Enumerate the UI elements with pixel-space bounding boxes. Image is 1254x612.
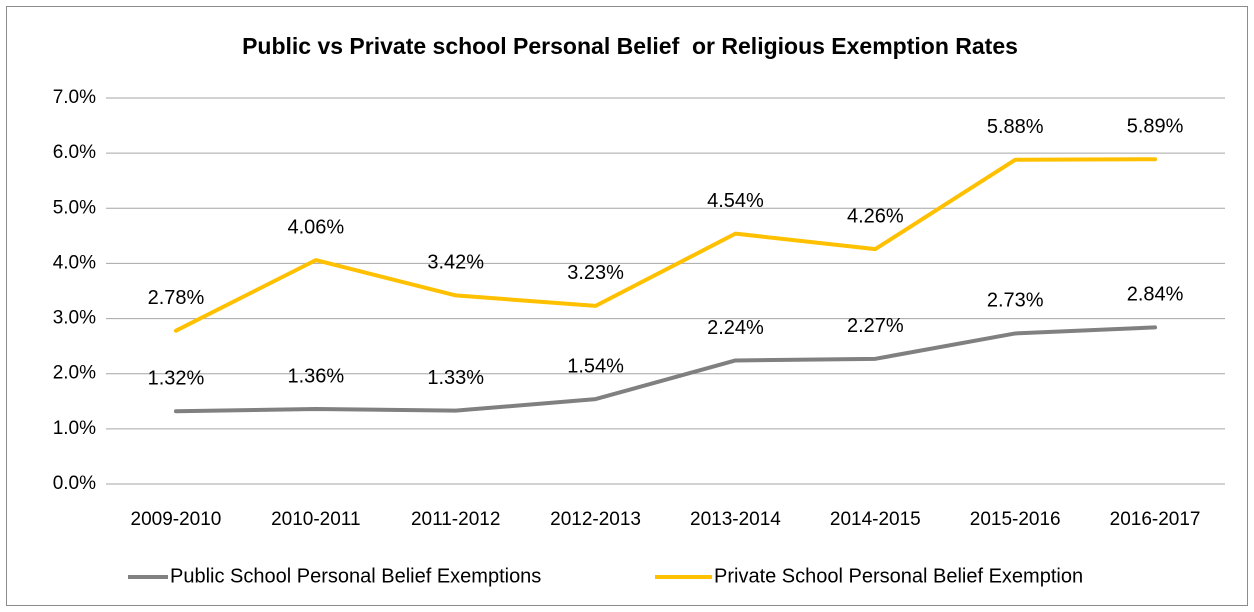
x-tick-label: 2013-2014 [690,509,781,530]
data-label: 2.84% [1127,284,1184,306]
y-tick-label: 7.0% [53,87,96,108]
y-tick-label: 2.0% [53,363,96,384]
y-tick-label: 0.0% [53,473,96,494]
data-label: 2.24% [707,317,764,339]
y-tick-label: 4.0% [53,252,96,273]
x-tick-label: 2016-2017 [1110,509,1201,530]
y-tick-label: 1.0% [53,418,96,439]
data-label: 1.54% [567,355,624,377]
legend-label: Private School Personal Belief Exemption [714,565,1083,587]
x-tick-label: 2012-2013 [550,509,641,530]
chart-title: Public vs Private school Personal Belief… [242,33,1018,59]
data-label: 1.32% [148,367,205,389]
data-label: 3.23% [567,262,624,284]
data-label: 4.26% [847,205,904,227]
x-tick-label: 2015-2016 [970,509,1061,530]
x-tick-label: 2011-2012 [411,509,500,530]
data-label: 2.78% [148,287,205,309]
data-label: 5.88% [987,116,1044,138]
data-label: 1.33% [427,367,484,389]
data-label: 3.42% [427,252,484,274]
y-tick-label: 6.0% [53,142,96,163]
data-label: 4.54% [707,190,764,212]
series-line [173,157,1158,333]
y-tick-label: 3.0% [53,308,96,329]
data-label: 4.06% [287,216,344,238]
x-tick-label: 2009-2010 [131,509,222,530]
data-label: 2.27% [847,315,904,337]
x-tick-label: 2014-2015 [830,509,921,530]
x-tick-label: 2010-2011 [271,509,360,530]
data-label: 5.89% [1127,115,1184,137]
data-label: 2.73% [987,290,1044,312]
legend-label: Public School Personal Belief Exemptions [170,565,541,587]
y-tick-label: 5.0% [53,197,96,218]
chart-border [6,6,1248,606]
series-line [173,325,1158,414]
data-label: 1.36% [287,365,344,387]
